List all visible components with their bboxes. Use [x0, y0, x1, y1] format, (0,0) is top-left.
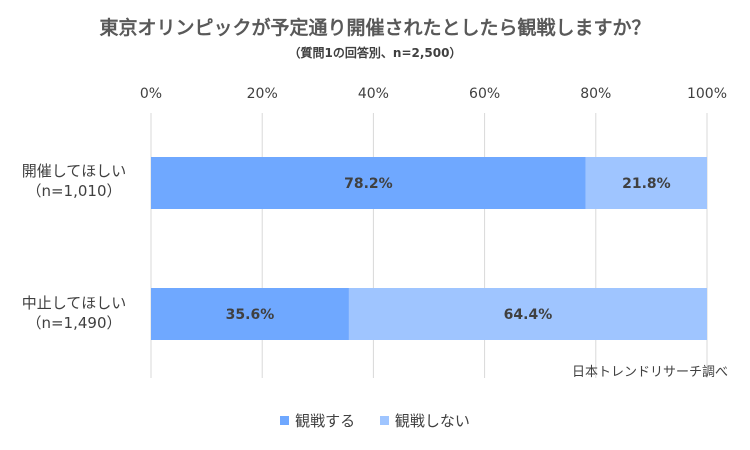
x-tick-label-2: 40% — [358, 86, 389, 102]
legend-swatch-0 — [280, 416, 290, 425]
x-tick-label-0: 0% — [140, 86, 162, 102]
chart-title: 東京オリンピックが予定通り開催されたとしたら観戦しますか？ — [99, 17, 651, 39]
legend: 観戦する 観戦しない — [0, 410, 750, 431]
legend-label-1: 観戦しない — [394, 412, 470, 430]
category-label-1: 中止してほしい （n=1,490） — [4, 293, 144, 333]
bar-0-1 — [585, 157, 707, 209]
data-label-1-1: 64.4% — [504, 307, 553, 323]
category-label-0: 開催してほしい （n=1,010） — [4, 161, 144, 201]
category-label-1-line2: （n=1,490） — [26, 314, 122, 332]
bar-1-1 — [348, 288, 707, 340]
x-tick-label-4: 80% — [580, 86, 611, 102]
source-note: 日本トレンドリサーチ調べ — [571, 365, 728, 380]
x-tick-label-3: 60% — [469, 86, 500, 102]
legend-swatch-1 — [379, 416, 389, 425]
category-label-0-line2: （n=1,010） — [26, 182, 122, 200]
legend-item-1: 観戦しない — [379, 410, 470, 431]
category-label-0-line1: 開催してほしい — [21, 162, 127, 180]
bar-1-0 — [151, 288, 349, 340]
data-label-0-1: 21.8% — [622, 176, 671, 192]
legend-item-0: 観戦する — [280, 410, 355, 431]
category-label-1-line1: 中止してほしい — [21, 294, 127, 312]
x-tick-label-5: 100% — [687, 86, 727, 102]
bar-0-0 — [151, 157, 586, 209]
chart-subtitle: （質問1の回答別、n=2,500） — [288, 46, 462, 60]
data-label-0-0: 78.2% — [344, 176, 393, 192]
x-tick-label-1: 20% — [247, 86, 278, 102]
data-label-1-0: 35.6% — [226, 307, 275, 323]
legend-label-0: 観戦する — [295, 412, 356, 430]
